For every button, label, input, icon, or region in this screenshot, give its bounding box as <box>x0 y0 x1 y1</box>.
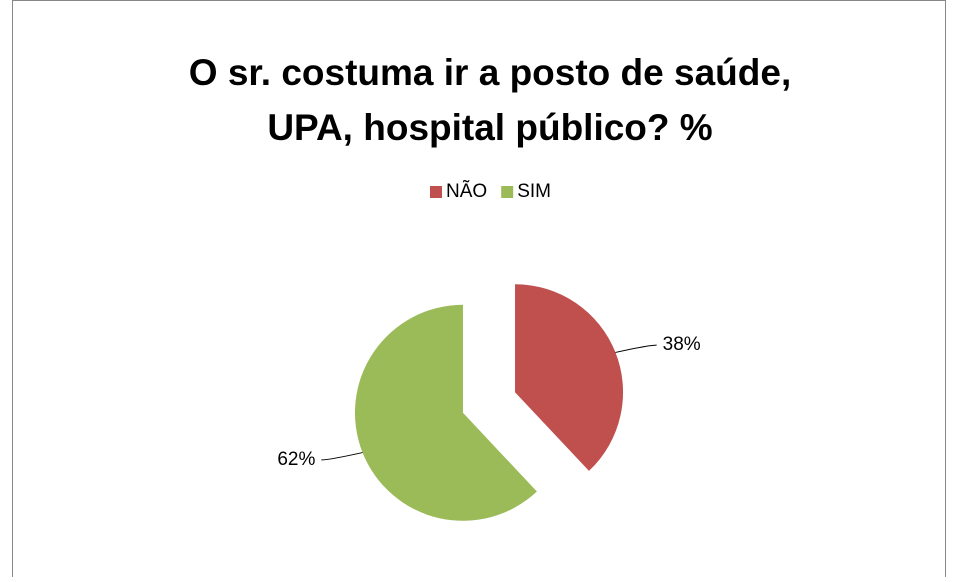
pie-slice <box>515 284 624 471</box>
chart-title: UPA, hospital público? % <box>267 107 712 148</box>
leader-line <box>615 344 657 353</box>
legend-label: SIM <box>517 181 551 202</box>
legend-label: NÃO <box>446 180 487 202</box>
leader-line <box>321 452 363 461</box>
data-label: 38% <box>663 334 701 355</box>
data-label: 62% <box>277 449 315 470</box>
legend-swatch <box>430 186 442 198</box>
legend-swatch <box>501 186 514 198</box>
chart-title: O sr. costuma ir a posto de saúde, <box>189 52 791 93</box>
pie-slice <box>354 304 537 521</box>
